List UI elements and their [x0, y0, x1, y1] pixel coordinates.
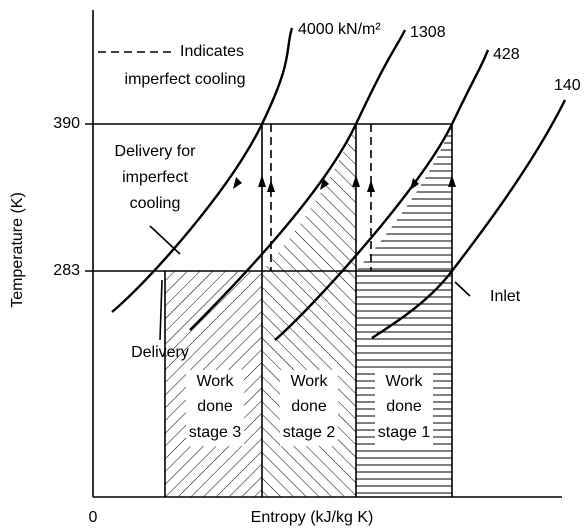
region-label: done — [291, 398, 327, 415]
region-label: stage 1 — [378, 424, 431, 441]
x-axis-label: Entropy (kJ/kg K) — [251, 509, 374, 526]
curve-label: 428 — [493, 46, 520, 63]
region-label: done — [386, 398, 422, 415]
region-label: Work — [385, 373, 423, 390]
origin-label: 0 — [89, 509, 98, 526]
legend-text: Indicates — [180, 43, 244, 60]
annotation: Delivery for — [115, 143, 197, 160]
annotation: Delivery — [131, 344, 189, 361]
y-axis-label: Temperature (K) — [9, 192, 26, 308]
isobars — [111, 27, 567, 341]
curve-label: 4000 kN/m² — [298, 21, 381, 38]
annotation: cooling — [130, 195, 181, 212]
label-backgrounds — [186, 370, 433, 446]
legend-text: imperfect cooling — [125, 71, 246, 88]
region-label: stage 3 — [189, 424, 242, 441]
arrows — [233, 175, 456, 192]
curve-label: 140 — [554, 77, 581, 94]
y-tick-label: 283 — [53, 262, 80, 279]
curve-label: 1308 — [410, 24, 446, 41]
region-label: Work — [196, 373, 234, 390]
y-tick-label: 390 — [53, 115, 80, 132]
annotation: imperfect — [122, 169, 188, 186]
region-label: Work — [290, 373, 328, 390]
region-label: done — [197, 398, 233, 415]
region-label: stage 2 — [283, 424, 336, 441]
annotation: Inlet — [490, 288, 521, 305]
